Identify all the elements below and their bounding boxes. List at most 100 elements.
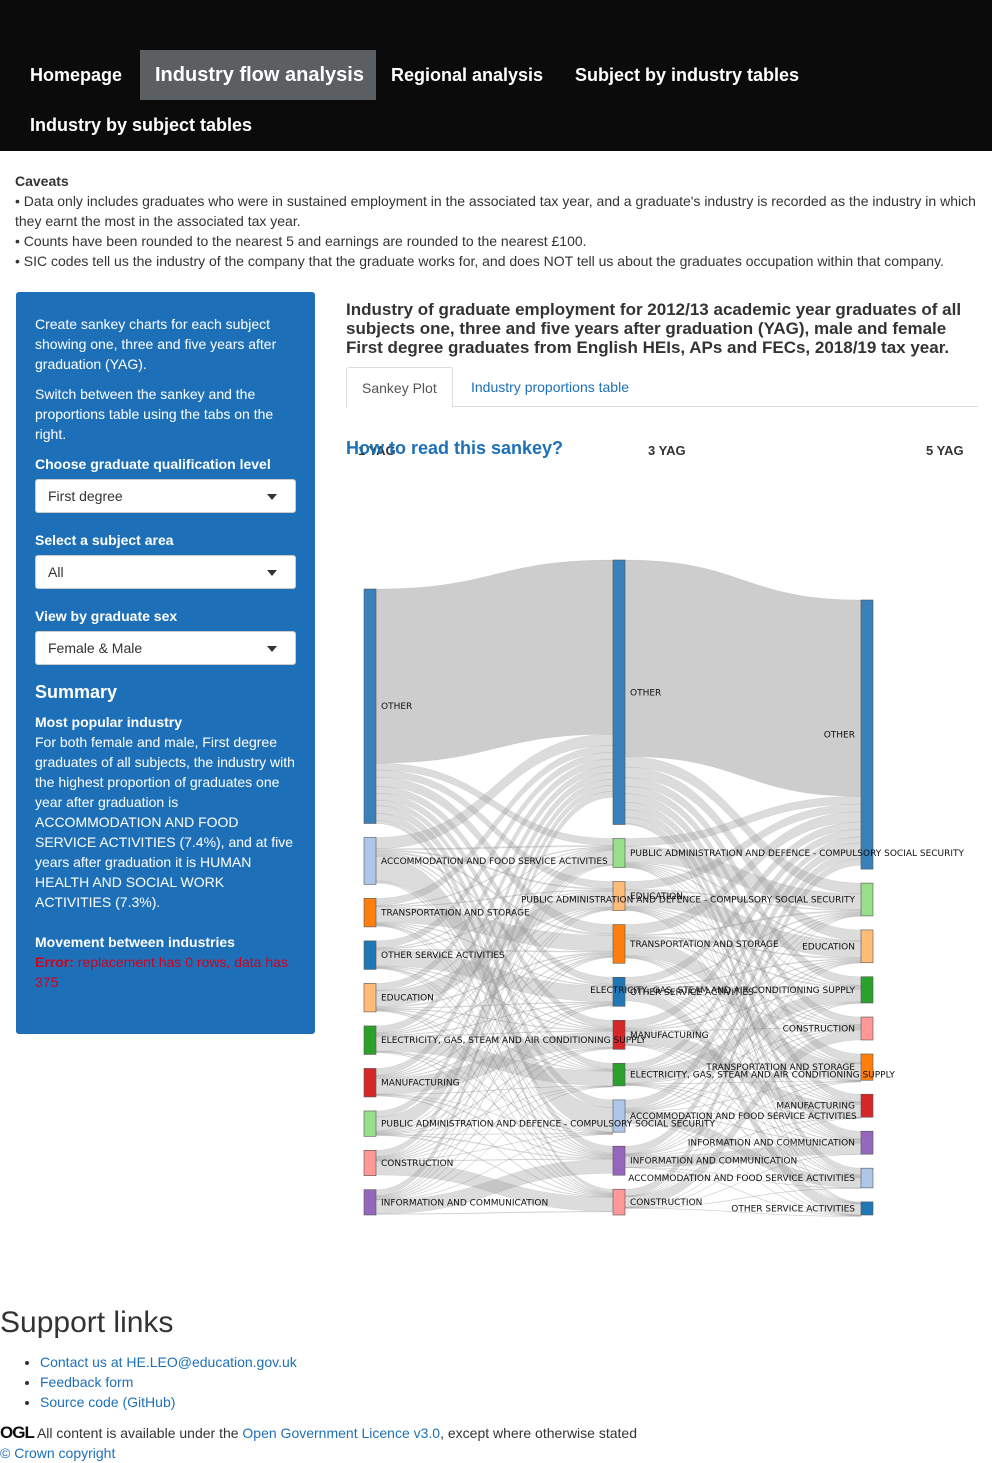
sankey-link [375,1133,614,1161]
sankey-link [624,1122,862,1217]
support-section: Support links Contact us at HE.LEO@educa… [0,1306,992,1412]
tab-sankey-plot[interactable]: Sankey Plot [346,367,453,408]
sankey-node-label: ELECTRICITY, GAS, STEAM AND AIR CONDITIO… [590,986,855,996]
sankey-node[interactable] [363,940,377,970]
caveats-panel: Caveats • Data only includes graduates w… [15,171,977,271]
summary-title: Summary [35,682,118,702]
nav-industry-by-subject-tables[interactable]: Industry by subject tables [30,115,253,135]
sankey-link [624,1080,862,1085]
movement-title: Movement between industries [35,934,235,950]
nav-regional-analysis[interactable]: Regional analysis [391,65,544,85]
sankey-node-label: MANUFACTURING [381,1079,460,1089]
sankey-node[interactable] [612,559,626,825]
sankey-node-label: CONSTRUCTION [381,1159,453,1169]
sankey-link [624,1117,862,1157]
sankey-node-label: MANUFACTURING [630,1031,709,1041]
sankey-node[interactable] [612,1099,626,1133]
subject-select[interactable]: All [35,555,296,589]
subject-label: Select a subject area [35,532,174,548]
sankey-node-label: CONSTRUCTION [630,1198,702,1208]
sankey-nodes [363,559,874,1216]
sankey-node[interactable] [860,976,874,1004]
sankey-link [375,1094,614,1134]
sankey-node[interactable] [860,1093,874,1118]
sankey-node[interactable] [860,1016,874,1041]
nav-homepage[interactable]: Homepage [30,65,123,85]
licence-link[interactable]: Open Government Licence v3.0 [242,1425,441,1441]
sankey-link [624,1187,862,1209]
sankey-link [624,1084,862,1216]
sidebar-intro: Create sankey charts for each subject sh… [35,316,277,372]
tab-industry-proportions-table[interactable]: Industry proportions table [471,379,629,395]
sankey-link [375,966,614,1133]
sankey-link [624,1117,862,1208]
sankey-node[interactable] [363,1068,377,1098]
sankey-node-label: PUBLIC ADMINISTRATION AND DEFENCE - COMP… [630,849,965,859]
sankey-node-label: EDUCATION [802,942,855,952]
sankey-node-label: OTHER SERVICE ACTIVITIES [731,1204,855,1214]
sankey-node-label: ACCOMMODATION AND FOOD SERVICE ACTIVITIE… [628,1174,855,1184]
contact-link[interactable]: Contact us at HE.LEO@education.gov.uk [40,1354,297,1370]
top-navbar: Homepage Industry flow analysis Regional… [0,0,992,151]
sankey-node[interactable] [612,838,626,868]
sankey-link [624,1081,862,1208]
sankey-node[interactable] [860,1130,874,1155]
sankey-link [375,1133,614,1135]
column-label-1yag: 1 YAG [358,443,396,458]
sankey-link [624,1045,862,1216]
sankey-node[interactable] [363,1110,377,1137]
chart-title: Industry of graduate employment for 2012… [346,300,962,357]
sankey-node[interactable] [363,1189,377,1216]
sankey-link [624,1002,862,1198]
how-to-read-link[interactable]: How to read this sankey? [346,438,564,458]
sankey-node[interactable] [860,882,874,917]
sankey-node[interactable] [363,588,377,824]
chevron-down-icon [267,494,277,500]
sankey-node-label: PUBLIC ADMINISTRATION AND DEFENCE - COMP… [521,896,856,906]
sankey-node[interactable] [860,1201,874,1216]
support-links-list: Contact us at HE.LEO@education.gov.uk Fe… [0,1352,992,1412]
sankey-link [624,1207,862,1217]
source-code-link[interactable]: Source code (GitHub) [40,1394,176,1410]
sankey-node[interactable] [860,1053,874,1081]
sankey-node-label: OTHER [630,688,661,698]
sankey-link [624,1081,862,1157]
sankey-node[interactable] [860,1167,874,1189]
sankey-node[interactable] [612,1063,626,1087]
nav-industry-flow-analysis[interactable]: Industry flow analysis [140,50,376,100]
feedback-link[interactable]: Feedback form [40,1374,134,1390]
sankey-link [375,1086,614,1200]
tab-bar: Sankey Plot Industry proportions table [346,367,978,408]
error-text: replacement has 0 rows, data has 375 [35,954,288,990]
crown-copyright-link[interactable]: © Crown copyright [0,1445,116,1461]
sankey-link [375,1009,614,1134]
sankey-link [624,1167,862,1217]
sankey-node[interactable] [363,837,377,885]
sankey-link [624,1111,862,1119]
sankey-node[interactable] [612,1145,626,1176]
sankey-node[interactable] [363,1025,377,1055]
sex-select[interactable]: Female & Male [35,631,296,665]
sankey-node[interactable] [860,929,874,964]
sankey-node[interactable] [363,1150,377,1176]
sidebar-intro: Switch between the sankey and the propor… [35,386,274,442]
sidebar-panel: Create sankey charts for each subject sh… [16,292,315,1034]
sex-value: Female & Male [48,640,143,656]
sankey-node[interactable] [363,898,377,928]
list-item: Contact us at HE.LEO@education.gov.uk [40,1352,992,1372]
sankey-node[interactable] [612,924,626,964]
contact-email: HE.LEO@education.gov.uk [126,1354,297,1370]
qualification-label: Choose graduate qualification level [35,456,271,472]
sankey-node[interactable] [612,1019,626,1050]
qualification-select[interactable]: First degree [35,479,296,513]
licence-suffix: , except where otherwise stated [440,1425,637,1441]
nav-subject-by-industry-tables[interactable]: Subject by industry tables [575,65,800,85]
sankey-node[interactable] [860,599,874,870]
sankey-node[interactable] [612,1188,626,1216]
sankey-node[interactable] [612,881,626,911]
sankey-node[interactable] [612,976,626,1007]
sankey-link [375,1085,614,1095]
sankey-node-label: TRANSPORTATION AND STORAGE [705,1063,855,1073]
sankey-link [375,1050,614,1134]
sankey-node[interactable] [363,983,377,1013]
